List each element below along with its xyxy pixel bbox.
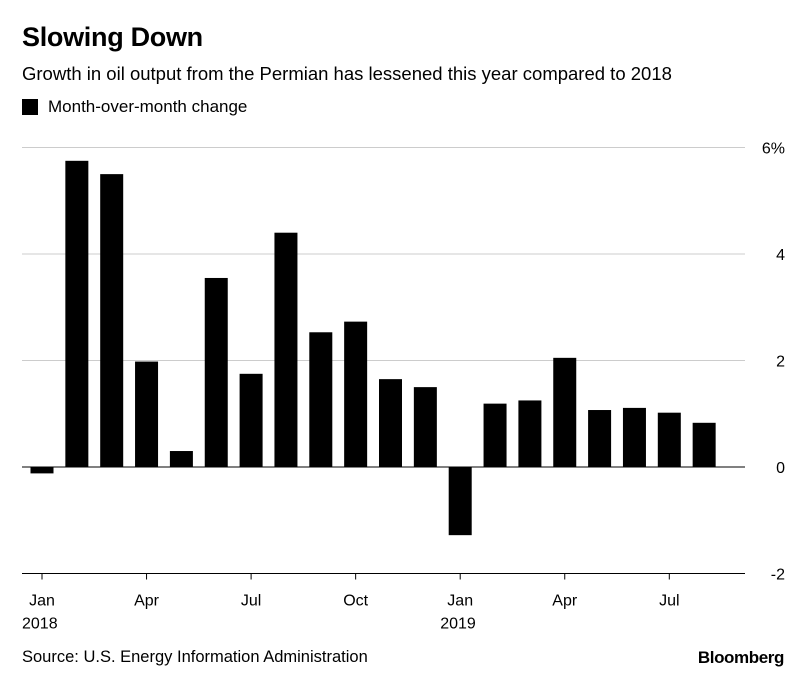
y-tick-label: 0 [776,460,785,477]
bar [588,410,612,467]
brand-logo: Bloomberg [697,648,785,667]
bars [30,160,716,536]
bar [379,379,402,467]
bar [344,321,368,467]
x-tick-year-label: 2018 [22,616,58,633]
y-tick-label: -2 [771,567,785,584]
chart-subtitle: Growth in oil output from the Permian ha… [22,63,672,84]
bar [448,467,472,536]
source-note: Source: U.S. Energy Information Administ… [22,648,368,666]
bar [483,403,507,467]
bar [518,400,542,467]
x-tick-label: Jul [659,593,679,610]
bar [204,277,228,467]
y-tick-label: 2 [776,354,785,371]
y-tick-label: 4 [776,247,785,264]
bar [553,357,577,467]
bar [100,174,124,467]
bar [692,422,716,467]
chart-title: Slowing Down [22,22,203,52]
gridlines [22,147,745,574]
bar [622,407,646,467]
x-tick-label: Apr [134,593,160,610]
x-tick-year-label: 2019 [440,616,476,633]
x-tick-label: Jan [29,593,55,610]
bar [413,387,437,467]
axes: -2 0 2 4 6% Jan 2018 Apr Jul Oct Jan 2019 Apr Jul [22,141,785,633]
x-tick-label: Jan [447,593,473,610]
bar [135,361,159,467]
x-tick-label: Apr [552,593,578,610]
bar [274,232,298,467]
legend-swatch [22,99,38,115]
legend-label: Month-over-month change [48,97,248,116]
x-tick-label: Oct [343,593,368,610]
legend: Month-over-month change [22,97,247,117]
y-tick-label: 6% [762,141,785,158]
bar [65,160,89,467]
bar [657,412,681,467]
bar [239,373,263,467]
bar [30,467,54,474]
bar [169,451,193,467]
bar [309,332,333,467]
x-tick-label: Jul [241,593,261,610]
